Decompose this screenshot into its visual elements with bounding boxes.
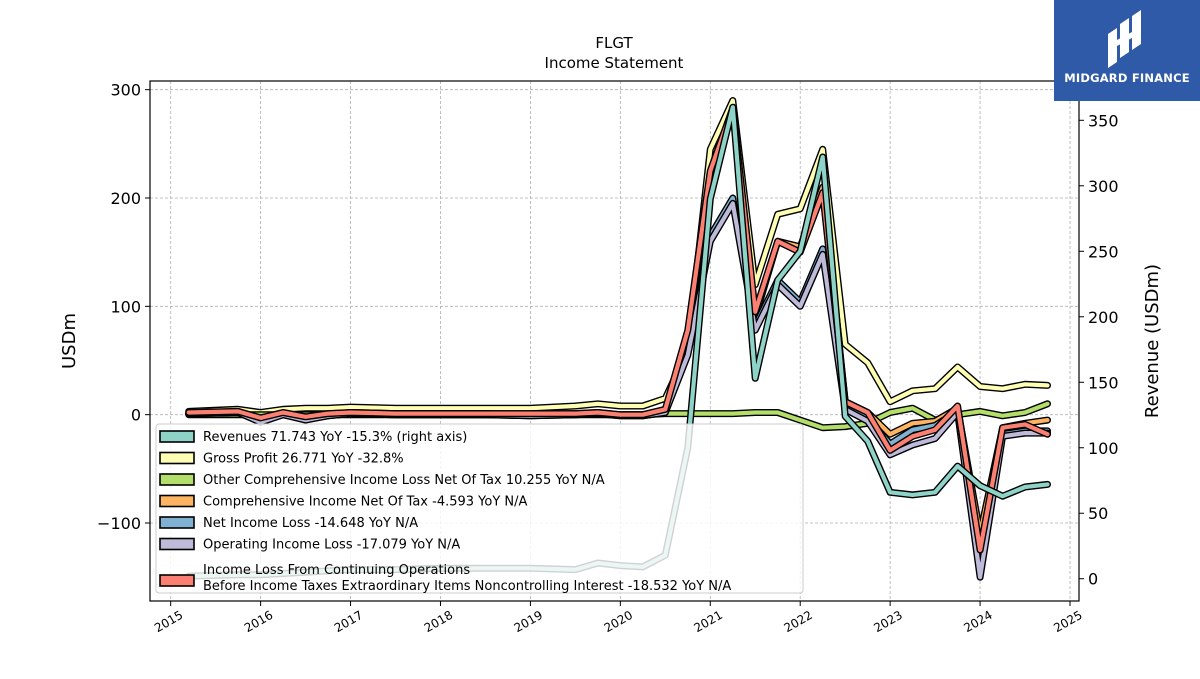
legend-label: Other Comprehensive Income Loss Net Of T… bbox=[203, 473, 605, 488]
y-tick-label: 100 bbox=[110, 297, 141, 316]
y-tick-label: 300 bbox=[110, 81, 141, 100]
y-tick-label: 200 bbox=[110, 189, 141, 208]
legend-label: Comprehensive Income Net Of Tax -4.593 Y… bbox=[203, 495, 528, 510]
y2-tick-label: 50 bbox=[1088, 504, 1108, 523]
series-5 bbox=[185, 104, 1051, 554]
legend-entry: Other Comprehensive Income Loss Net Of T… bbox=[159, 473, 605, 488]
y2-tick-label: 0 bbox=[1088, 570, 1098, 589]
y2-tick-label: 200 bbox=[1088, 308, 1119, 327]
legend-swatch bbox=[159, 430, 195, 443]
legend-label: Operating Income Loss -17.079 YoY N/A bbox=[203, 538, 460, 553]
logo-text: MIDGARD FINANCE bbox=[1064, 71, 1190, 85]
legend-label: Net Income Loss -14.648 YoY N/A bbox=[203, 516, 418, 531]
y2-tick-label: 300 bbox=[1088, 177, 1119, 196]
legend-entry: Net Income Loss -14.648 YoY N/A bbox=[159, 516, 418, 531]
legend-swatch bbox=[159, 516, 195, 529]
plot-frame bbox=[149, 80, 1080, 602]
y2-axis-label: Revenue (USDm) bbox=[1142, 264, 1163, 418]
legend-swatch bbox=[159, 537, 195, 551]
legend-swatch bbox=[159, 473, 195, 486]
legend-swatch bbox=[159, 494, 195, 508]
legend-entry: Gross Profit 26.771 YoY -32.8% bbox=[159, 451, 404, 467]
legend-label: Before Income Taxes Extraordinary Items … bbox=[203, 579, 731, 594]
y-tick-label: 0 bbox=[131, 406, 141, 425]
series-line bbox=[186, 105, 1050, 553]
midgard-logo-icon bbox=[1108, 10, 1141, 68]
legend-label: Revenues 71.743 YoY -15.3% (right axis) bbox=[203, 430, 467, 445]
logo: MIDGARD FINANCE bbox=[1054, 0, 1200, 101]
legend-box bbox=[155, 423, 804, 594]
legend-entry: Revenues 71.743 YoY -15.3% (right axis) bbox=[159, 430, 467, 445]
y2-tick-label: 150 bbox=[1088, 373, 1119, 392]
legend-entry: Operating Income Loss -17.079 YoY N/A bbox=[159, 537, 460, 553]
chart-subtitle: Income Statement bbox=[545, 54, 684, 72]
y-axis-label: USDm bbox=[59, 313, 80, 369]
grid-lines bbox=[150, 81, 1079, 601]
chart-title: FLGT bbox=[595, 34, 633, 52]
legend-swatch bbox=[159, 574, 195, 587]
legend: Revenues 71.743 YoY -15.3% (right axis) G… bbox=[155, 423, 804, 594]
legend-label: Income Loss From Continuing Operations bbox=[203, 563, 470, 578]
y-tick-label: −100 bbox=[97, 514, 141, 533]
legend-entry: Comprehensive Income Net Of Tax -4.593 Y… bbox=[159, 494, 528, 510]
legend-entry: Income Loss From Continuing OperationsBe… bbox=[159, 563, 731, 594]
y2-tick-label: 250 bbox=[1088, 242, 1119, 261]
legend-swatch bbox=[159, 451, 195, 465]
legend-label: Gross Profit 26.771 YoY -32.8% bbox=[203, 452, 404, 467]
y2-tick-label: 350 bbox=[1088, 111, 1119, 130]
y2-tick-label: 100 bbox=[1088, 439, 1119, 458]
